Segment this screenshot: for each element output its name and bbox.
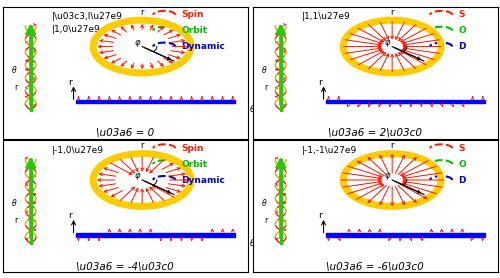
Text: O: O bbox=[458, 160, 466, 169]
Text: $\varphi$: $\varphi$ bbox=[134, 38, 141, 49]
Text: r: r bbox=[14, 83, 17, 92]
Bar bbox=[76, 100, 235, 103]
Text: S: S bbox=[458, 10, 465, 19]
Text: r: r bbox=[14, 217, 17, 225]
Text: r: r bbox=[390, 8, 394, 17]
Text: r: r bbox=[264, 83, 267, 92]
Text: Orbit: Orbit bbox=[182, 26, 208, 35]
Circle shape bbox=[100, 24, 184, 69]
Text: r: r bbox=[390, 141, 394, 150]
Text: S: S bbox=[458, 144, 465, 153]
Text: \u03a6 = 2\u03c0: \u03a6 = 2\u03c0 bbox=[328, 128, 422, 138]
Text: Orbit: Orbit bbox=[182, 160, 208, 169]
Text: r: r bbox=[318, 211, 322, 220]
Text: r: r bbox=[140, 141, 144, 150]
Text: Spin: Spin bbox=[182, 144, 204, 153]
Text: $\varphi$: $\varphi$ bbox=[384, 38, 391, 49]
Text: |1,1\u27e9: |1,1\u27e9 bbox=[302, 12, 350, 21]
Text: O: O bbox=[458, 26, 466, 35]
Text: \u03a6 = 0: \u03a6 = 0 bbox=[96, 128, 154, 138]
Text: D: D bbox=[458, 175, 466, 185]
Text: $\theta$: $\theta$ bbox=[498, 237, 500, 248]
Text: |1,0\u27e9: |1,0\u27e9 bbox=[52, 26, 100, 34]
Text: $\theta$: $\theta$ bbox=[498, 103, 500, 114]
Text: $\varphi$: $\varphi$ bbox=[384, 171, 391, 182]
Text: $\theta$: $\theta$ bbox=[10, 197, 17, 208]
Bar bbox=[326, 234, 485, 237]
Text: $\theta$: $\theta$ bbox=[260, 197, 267, 208]
Text: r: r bbox=[68, 78, 71, 87]
Text: |-1,-1\u27e9: |-1,-1\u27e9 bbox=[302, 146, 357, 155]
Text: $\varphi$: $\varphi$ bbox=[134, 171, 141, 182]
Text: r: r bbox=[318, 78, 322, 87]
Text: r: r bbox=[264, 217, 267, 225]
Bar bbox=[76, 234, 235, 237]
Text: $\theta$: $\theta$ bbox=[248, 103, 256, 114]
Text: $\theta$: $\theta$ bbox=[260, 64, 267, 75]
Circle shape bbox=[350, 24, 434, 69]
Text: $\theta$: $\theta$ bbox=[248, 237, 256, 248]
Bar bbox=[326, 100, 485, 103]
Text: \u03a6 = -4\u03c0: \u03a6 = -4\u03c0 bbox=[76, 262, 174, 272]
Text: Dynamic: Dynamic bbox=[182, 42, 225, 51]
Circle shape bbox=[100, 158, 184, 202]
Text: Dynamic: Dynamic bbox=[182, 175, 225, 185]
Text: \u03a6 = -6\u03c0: \u03a6 = -6\u03c0 bbox=[326, 262, 424, 272]
Text: |\u03c3,l\u27e9: |\u03c3,l\u27e9 bbox=[52, 12, 123, 21]
Text: |-1,0\u27e9: |-1,0\u27e9 bbox=[52, 146, 104, 155]
Text: r: r bbox=[68, 211, 71, 220]
Text: r: r bbox=[140, 8, 144, 17]
Text: $\theta$: $\theta$ bbox=[10, 64, 17, 75]
Text: D: D bbox=[458, 42, 466, 51]
Circle shape bbox=[350, 158, 434, 202]
Text: Spin: Spin bbox=[182, 10, 204, 19]
